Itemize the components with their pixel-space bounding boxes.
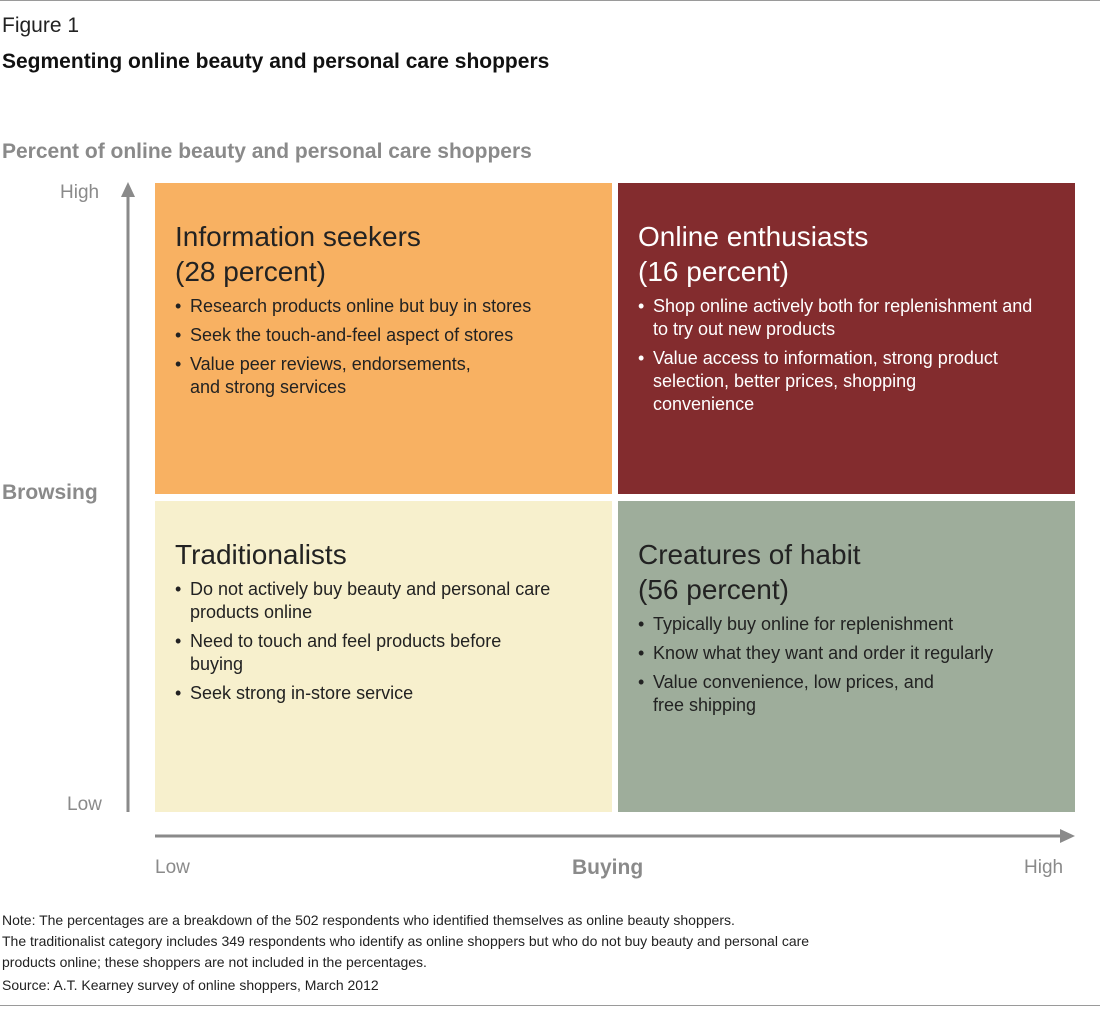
bullet-item: Typically buy online for replenishment (638, 613, 1055, 636)
y-axis-low-label: Low (67, 794, 102, 815)
bullet-list: Shop online actively both for replenishm… (638, 295, 1055, 416)
bullet-list: Research products online but buy in stor… (175, 295, 592, 399)
bullet-item: Know what they want and order it regular… (638, 642, 1055, 665)
bullet-item: Shop online actively both for replenishm… (638, 295, 1055, 341)
bullet-list: Typically buy online for replenishment K… (638, 613, 1055, 717)
quadrant-title: Creatures of habit (638, 539, 861, 570)
chart-subtitle: Percent of online beauty and personal ca… (2, 140, 532, 163)
x-axis-high-label: High (1024, 857, 1064, 878)
x-axis-title: Buying (572, 856, 644, 879)
note-line: Note: The percentages are a breakdown of… (2, 912, 735, 928)
bullet-list: Do not actively buy beauty and personal … (175, 578, 592, 705)
quadrant-percent: (28 percent) (175, 256, 326, 287)
quadrant-percent: (56 percent) (638, 574, 789, 605)
bullet-item: Need to touch and feel products before b… (175, 630, 592, 676)
quadrant-title: Traditionalists (175, 539, 347, 570)
top-rule (0, 0, 1100, 1)
quadrant-creatures-of-habit: Creatures of habit (56 percent) Typicall… (618, 501, 1075, 812)
quadrant-percent: (16 percent) (638, 256, 789, 287)
figure-title: Segmenting online beauty and personal ca… (2, 50, 550, 73)
figure-label: Figure 1 (2, 14, 80, 37)
bullet-item: Seek the touch-and-feel aspect of stores (175, 324, 592, 347)
quadrant-title: Online enthusiasts (638, 221, 869, 252)
note-line: The traditionalist category includes 349… (2, 933, 810, 949)
quadrant-online-enthusiasts: Online enthusiasts (16 percent) Shop onl… (618, 183, 1075, 494)
bullet-item: Value peer reviews, endorsements, and st… (175, 353, 592, 399)
bottom-rule (0, 1005, 1100, 1006)
bullet-item: Research products online but buy in stor… (175, 295, 592, 318)
quadrant-information-seekers: Information seekers (28 percent) Researc… (155, 183, 612, 494)
bullet-item: Value access to information, strong prod… (638, 347, 1055, 416)
y-axis-title: Browsing (2, 481, 98, 504)
bullet-item: Do not actively buy beauty and personal … (175, 578, 592, 624)
bullet-item: Seek strong in-store service (175, 682, 592, 705)
bullet-item: Value convenience, low prices, and free … (638, 671, 1055, 717)
x-axis-arrowhead (1060, 829, 1075, 843)
x-axis-low-label: Low (155, 857, 190, 878)
y-axis-high-label: High (60, 182, 100, 203)
y-axis-arrowhead (121, 182, 135, 197)
quadrant-title: Information seekers (175, 221, 421, 252)
note-line: products online; these shoppers are not … (2, 954, 427, 970)
source-line: Source: A.T. Kearney survey of online sh… (2, 977, 379, 993)
quadrant-traditionalists: Traditionalists Do not actively buy beau… (155, 501, 612, 812)
